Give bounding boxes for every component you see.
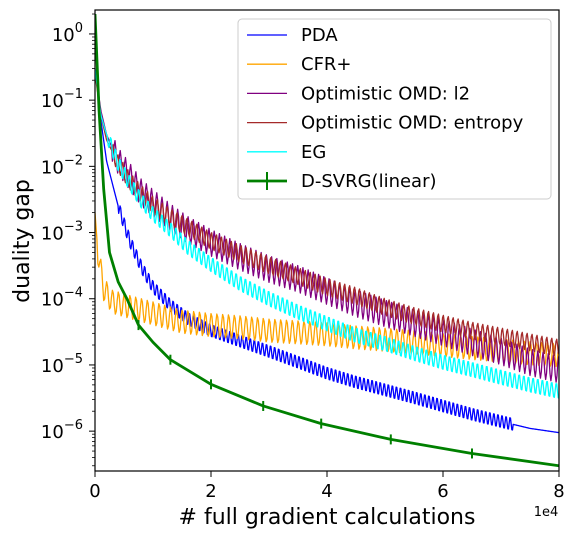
series-line [95, 68, 559, 383]
x-axis-multiplier: 1e4 [534, 505, 559, 520]
y-tick-label: 10−2 [41, 153, 83, 178]
y-tick-label: 10−4 [41, 286, 83, 311]
x-tick-label: 2 [205, 481, 216, 502]
y-tick-label: 10−6 [41, 418, 83, 443]
y-tick-label: 100 [52, 21, 83, 46]
legend-label: Optimistic OMD: entropy [301, 113, 524, 134]
legend-label: PDA [301, 25, 338, 46]
x-tick-label: 4 [321, 481, 332, 502]
x-axis-label: # full gradient calculations [179, 505, 476, 530]
x-tick-label: 6 [437, 481, 448, 502]
legend-label: D-SVRG(linear) [301, 171, 437, 192]
y-tick-label: 10−3 [41, 220, 83, 245]
series-layer [95, 13, 559, 468]
series-line [95, 13, 559, 468]
series-line [95, 73, 559, 357]
y-tick-label: 10−5 [41, 352, 83, 377]
x-tick-label: 0 [89, 481, 100, 502]
y-axis-label: duality gap [10, 179, 35, 303]
legend-label: CFR+ [301, 54, 352, 75]
series-line [95, 212, 559, 368]
x-axis: 0 2 4 6 8 [89, 471, 565, 502]
legend: PDA CFR+ Optimistic OMD: l2 Optimistic OMD:… [237, 18, 552, 200]
y-tick-label: 10−1 [41, 87, 83, 112]
y-axis: 100 10−1 10−2 10−3 10−4 10−5 10−6 [41, 13, 95, 467]
legend-box [237, 18, 552, 200]
series-line [95, 68, 559, 399]
legend-label: EG [301, 142, 326, 163]
legend-label: Optimistic OMD: l2 [301, 83, 470, 104]
x-tick-label: 8 [553, 481, 564, 502]
series-line [95, 13, 559, 434]
